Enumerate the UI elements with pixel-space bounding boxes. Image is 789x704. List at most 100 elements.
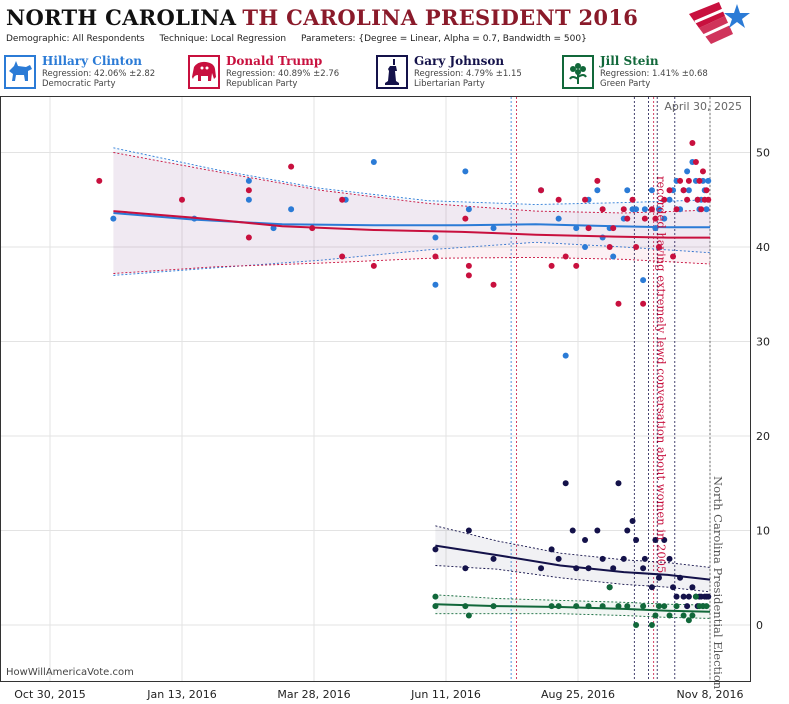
chart-parameters: Demographic: All Respondents Technique: … bbox=[6, 34, 599, 44]
poll-point bbox=[692, 593, 699, 600]
poll-point bbox=[652, 536, 659, 543]
poll-point bbox=[652, 225, 659, 232]
poll-point bbox=[555, 196, 562, 203]
y-tick-label: 20 bbox=[756, 430, 770, 443]
band-lower-line bbox=[113, 241, 711, 276]
poll-point bbox=[677, 574, 684, 581]
poll-point bbox=[640, 603, 647, 610]
poll-point bbox=[110, 215, 117, 222]
poll-point bbox=[648, 584, 655, 591]
poll-point bbox=[582, 244, 589, 250]
band-upper-line bbox=[113, 147, 711, 205]
poll-point bbox=[615, 603, 622, 610]
poll-point bbox=[633, 244, 640, 250]
poll-point bbox=[573, 565, 580, 572]
legend-item-stein[interactable]: Jill Stein Regression: 1.41% ±0.68 Green… bbox=[562, 54, 744, 92]
poll-point bbox=[339, 196, 346, 203]
band-upper-line bbox=[435, 525, 711, 568]
poll-point bbox=[629, 518, 636, 525]
poll-point bbox=[432, 603, 439, 610]
poll-point bbox=[655, 603, 662, 610]
poll-point bbox=[432, 234, 439, 241]
poll-point bbox=[490, 603, 497, 610]
poll-point bbox=[432, 546, 439, 553]
y-tick-label: 30 bbox=[756, 336, 770, 349]
poll-point bbox=[432, 281, 439, 288]
poll-point bbox=[677, 177, 684, 184]
poll-point bbox=[245, 177, 252, 184]
legend-item-johnson[interactable]: Gary Johnson Regression: 4.79% ±1.15 Lib… bbox=[376, 54, 558, 92]
poll-point bbox=[462, 168, 469, 175]
site-credit: HowWillAmericaVote.com bbox=[6, 667, 134, 678]
parameters-label: Parameters: {Degree = Linear, Alpha = 0.… bbox=[301, 34, 587, 44]
poll-point bbox=[624, 527, 631, 534]
poll-point bbox=[641, 206, 648, 213]
poll-point bbox=[696, 177, 703, 184]
trend-line bbox=[435, 544, 711, 581]
poll-point bbox=[548, 546, 555, 553]
poll-point bbox=[270, 225, 277, 232]
legend-party: Republican Party bbox=[226, 79, 298, 89]
site-logo-icon bbox=[689, 2, 750, 44]
x-tick-label: Oct 30, 2015 bbox=[14, 688, 86, 701]
poll-point bbox=[661, 536, 668, 543]
poll-point bbox=[96, 177, 103, 184]
poll-point bbox=[655, 206, 662, 213]
candidate-legend: Hillary Clinton Regression: 42.06% ±2.82… bbox=[0, 54, 789, 94]
legend-regression: Regression: 1.41% ±0.68 bbox=[600, 69, 708, 79]
poll-point bbox=[684, 603, 691, 610]
poll-point bbox=[641, 215, 648, 222]
poll-point bbox=[432, 593, 439, 600]
poll-point bbox=[548, 262, 555, 269]
poll-point bbox=[680, 187, 687, 194]
poll-point bbox=[610, 565, 617, 572]
poll-point bbox=[640, 277, 647, 284]
poll-point bbox=[684, 196, 691, 203]
y-tick-label: 40 bbox=[756, 241, 770, 254]
poll-point bbox=[594, 187, 601, 194]
poll-point bbox=[620, 555, 627, 562]
poll-point bbox=[585, 225, 592, 232]
poll-point bbox=[692, 158, 699, 165]
poll-point bbox=[179, 196, 185, 203]
poll-point bbox=[573, 225, 580, 232]
poll-point bbox=[666, 187, 673, 194]
poll-point bbox=[685, 617, 692, 624]
trend-line bbox=[435, 603, 711, 613]
legend-name: Gary Johnson bbox=[414, 54, 505, 68]
legend-name: Hillary Clinton bbox=[42, 54, 142, 68]
legend-item-clinton[interactable]: Hillary Clinton Regression: 42.06% ±2.82… bbox=[4, 54, 186, 92]
poll-point bbox=[624, 603, 631, 610]
poll-point bbox=[490, 225, 497, 232]
poll-point bbox=[648, 622, 655, 628]
poll-chart: Oct 30, 2015 Jan 13, 2016 Mar 28, 2016 Jun … bbox=[0, 96, 770, 701]
poll-point bbox=[594, 177, 601, 184]
legend-regression: Regression: 42.06% ±2.82 bbox=[42, 69, 156, 79]
poll-point bbox=[629, 196, 636, 203]
poll-point bbox=[573, 262, 580, 269]
legend-item-trump[interactable]: Donald Trump Regression: 40.89% ±2.76 Re… bbox=[188, 54, 370, 92]
poll-point bbox=[465, 206, 472, 213]
poll-point bbox=[655, 244, 662, 250]
poll-point bbox=[666, 555, 673, 562]
poll-point bbox=[666, 612, 673, 619]
poll-point bbox=[620, 206, 627, 213]
poll-point bbox=[465, 612, 472, 619]
poll-point bbox=[490, 281, 497, 288]
poll-point bbox=[462, 215, 469, 222]
x-tick-label: Jun 11, 2016 bbox=[410, 688, 481, 701]
poll-point bbox=[615, 300, 622, 307]
poll-point bbox=[573, 603, 580, 610]
demographic-label: Demographic: All Respondents bbox=[6, 34, 145, 44]
chart-header: NORTH CAROLINA TH CAROLINA PRESIDENT 2016… bbox=[0, 0, 789, 48]
poll-point bbox=[648, 206, 655, 213]
poll-point bbox=[673, 593, 680, 600]
poll-point bbox=[548, 603, 555, 610]
legend-regression: Regression: 40.89% ±2.76 bbox=[226, 69, 340, 79]
elephant-icon bbox=[188, 55, 220, 89]
legend-name: Donald Trump bbox=[226, 54, 323, 68]
poll-point bbox=[670, 253, 677, 260]
confidence-band bbox=[113, 152, 710, 274]
poll-point bbox=[585, 565, 592, 572]
trend-line bbox=[113, 210, 710, 239]
